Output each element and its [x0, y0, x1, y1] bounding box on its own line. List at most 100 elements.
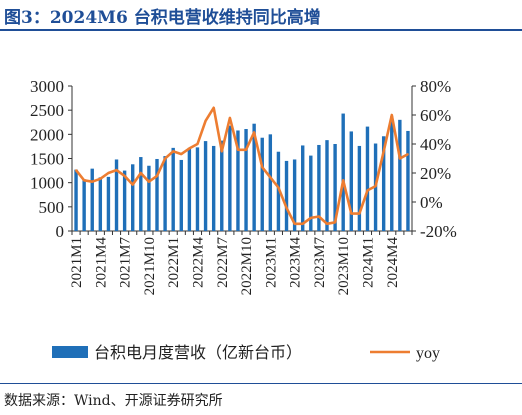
revenue-bar — [276, 151, 281, 231]
x-tick-label: 2023M1 — [263, 237, 279, 288]
revenue-bar — [163, 156, 167, 231]
y-left-tick-label: 3000 — [30, 77, 64, 96]
x-tick-label: 2022M10 — [239, 237, 255, 295]
revenue-bar — [155, 158, 159, 231]
yoy-point — [75, 169, 77, 172]
y-left-tick-label: 2500 — [30, 101, 64, 120]
yoy-point — [156, 175, 158, 177]
yoy-point — [358, 212, 361, 215]
revenue-bar — [203, 141, 208, 231]
y-left-tick-label: 1000 — [30, 174, 64, 193]
y-right-tick-label: 80% — [420, 77, 451, 96]
x-tick-label: 2022M1 — [166, 237, 182, 288]
y-left-tick-label: 2000 — [30, 125, 64, 144]
revenue-bar — [74, 169, 78, 231]
yoy-point — [237, 148, 239, 151]
revenue-bar — [187, 147, 192, 231]
revenue-bar — [341, 113, 345, 231]
revenue-bar — [365, 126, 370, 231]
yoy-point — [196, 143, 199, 145]
yoy-point — [83, 179, 86, 182]
yoy-point — [342, 179, 345, 182]
y-right-tick-label: 60% — [420, 106, 451, 125]
yoy-point — [107, 172, 110, 174]
yoy-point — [261, 166, 264, 169]
title-rule — [0, 29, 522, 31]
revenue-bar — [244, 129, 248, 231]
revenue-bar — [309, 155, 313, 231]
yoy-point — [91, 180, 94, 183]
revenue-bar — [252, 123, 256, 231]
x-tick-label: 2021M1 — [69, 237, 85, 288]
yoy-point — [366, 189, 369, 192]
revenue-bar — [333, 144, 337, 231]
y-right-tick-label: 40% — [420, 135, 451, 154]
yoy-point — [131, 183, 134, 186]
revenue-bar — [349, 131, 353, 231]
yoy-point — [407, 153, 409, 156]
yoy-point — [204, 119, 207, 122]
revenue-bar — [220, 140, 224, 231]
y-left-tick-label: 1500 — [30, 150, 64, 169]
yoy-point — [390, 114, 393, 116]
yoy-point — [123, 175, 126, 177]
yoy-point — [269, 176, 272, 179]
x-tick-label: 2021M7 — [118, 237, 134, 288]
x-tick-label: 2023M7 — [312, 237, 328, 288]
yoy-point — [285, 206, 288, 209]
revenue-bar — [381, 136, 386, 231]
yoy-point — [277, 186, 280, 189]
yoy-point — [164, 157, 166, 160]
yoy-point — [188, 147, 191, 150]
revenue-bar — [301, 145, 305, 231]
yoy-point — [374, 185, 377, 187]
yoy-point — [228, 117, 231, 119]
legend-line-label: yoy — [416, 345, 440, 362]
x-tick-label: 2023M4 — [288, 237, 304, 288]
revenue-bar — [106, 176, 111, 231]
yoy-line — [74, 106, 409, 226]
revenue-bar — [82, 179, 86, 231]
yoy-point — [326, 222, 328, 225]
source-rule — [0, 383, 522, 384]
yoy-point — [301, 222, 304, 225]
revenue-bar — [211, 145, 216, 231]
revenue-bar — [195, 147, 200, 231]
revenue-bar — [357, 145, 362, 231]
x-tick-label: 2023M10 — [336, 237, 352, 295]
yoy-point — [318, 215, 320, 218]
yoy-point — [293, 222, 296, 225]
revenue-bar — [147, 165, 151, 231]
yoy-point — [180, 153, 183, 156]
yoy-point — [139, 172, 142, 174]
y-left-tick-label: 500 — [39, 198, 65, 217]
yoy-point — [334, 221, 336, 224]
x-tick-label: 2024M1 — [360, 237, 376, 288]
x-tick-label: 2021M10 — [142, 237, 158, 295]
revenue-chart: 0 500 1000 1500 2000 2500 3000 -20% 0% 20% 40% 60% 8… — [30, 77, 457, 362]
source-note: 数据来源：Wind、开源证券研究所 — [4, 393, 223, 409]
y-right-tick-label: 20% — [420, 164, 451, 183]
revenue-bar — [171, 147, 175, 231]
revenue-bar — [292, 159, 297, 231]
yoy-point — [398, 157, 401, 160]
x-tick-label: 2022M7 — [215, 237, 231, 288]
revenue-bar — [114, 159, 119, 231]
revenue-bar — [268, 134, 273, 231]
revenue-bar — [98, 177, 103, 231]
yoy-point — [172, 150, 175, 153]
yoy-point — [382, 150, 385, 153]
yoy-point — [245, 148, 247, 151]
revenue-bar — [228, 125, 232, 231]
yoy-point — [309, 217, 312, 219]
revenue-bar — [179, 159, 183, 231]
yoy-point — [148, 180, 150, 183]
revenue-bar — [122, 170, 127, 231]
revenue-bar — [260, 137, 264, 231]
yoy-point — [99, 177, 102, 180]
x-tick-label: 2024M4 — [385, 237, 401, 288]
y-right-tick-label: 0% — [420, 193, 443, 212]
x-tick-label: 2022M4 — [190, 237, 206, 288]
y-left-tick-label: 0 — [56, 222, 65, 241]
yoy-point — [115, 169, 118, 172]
